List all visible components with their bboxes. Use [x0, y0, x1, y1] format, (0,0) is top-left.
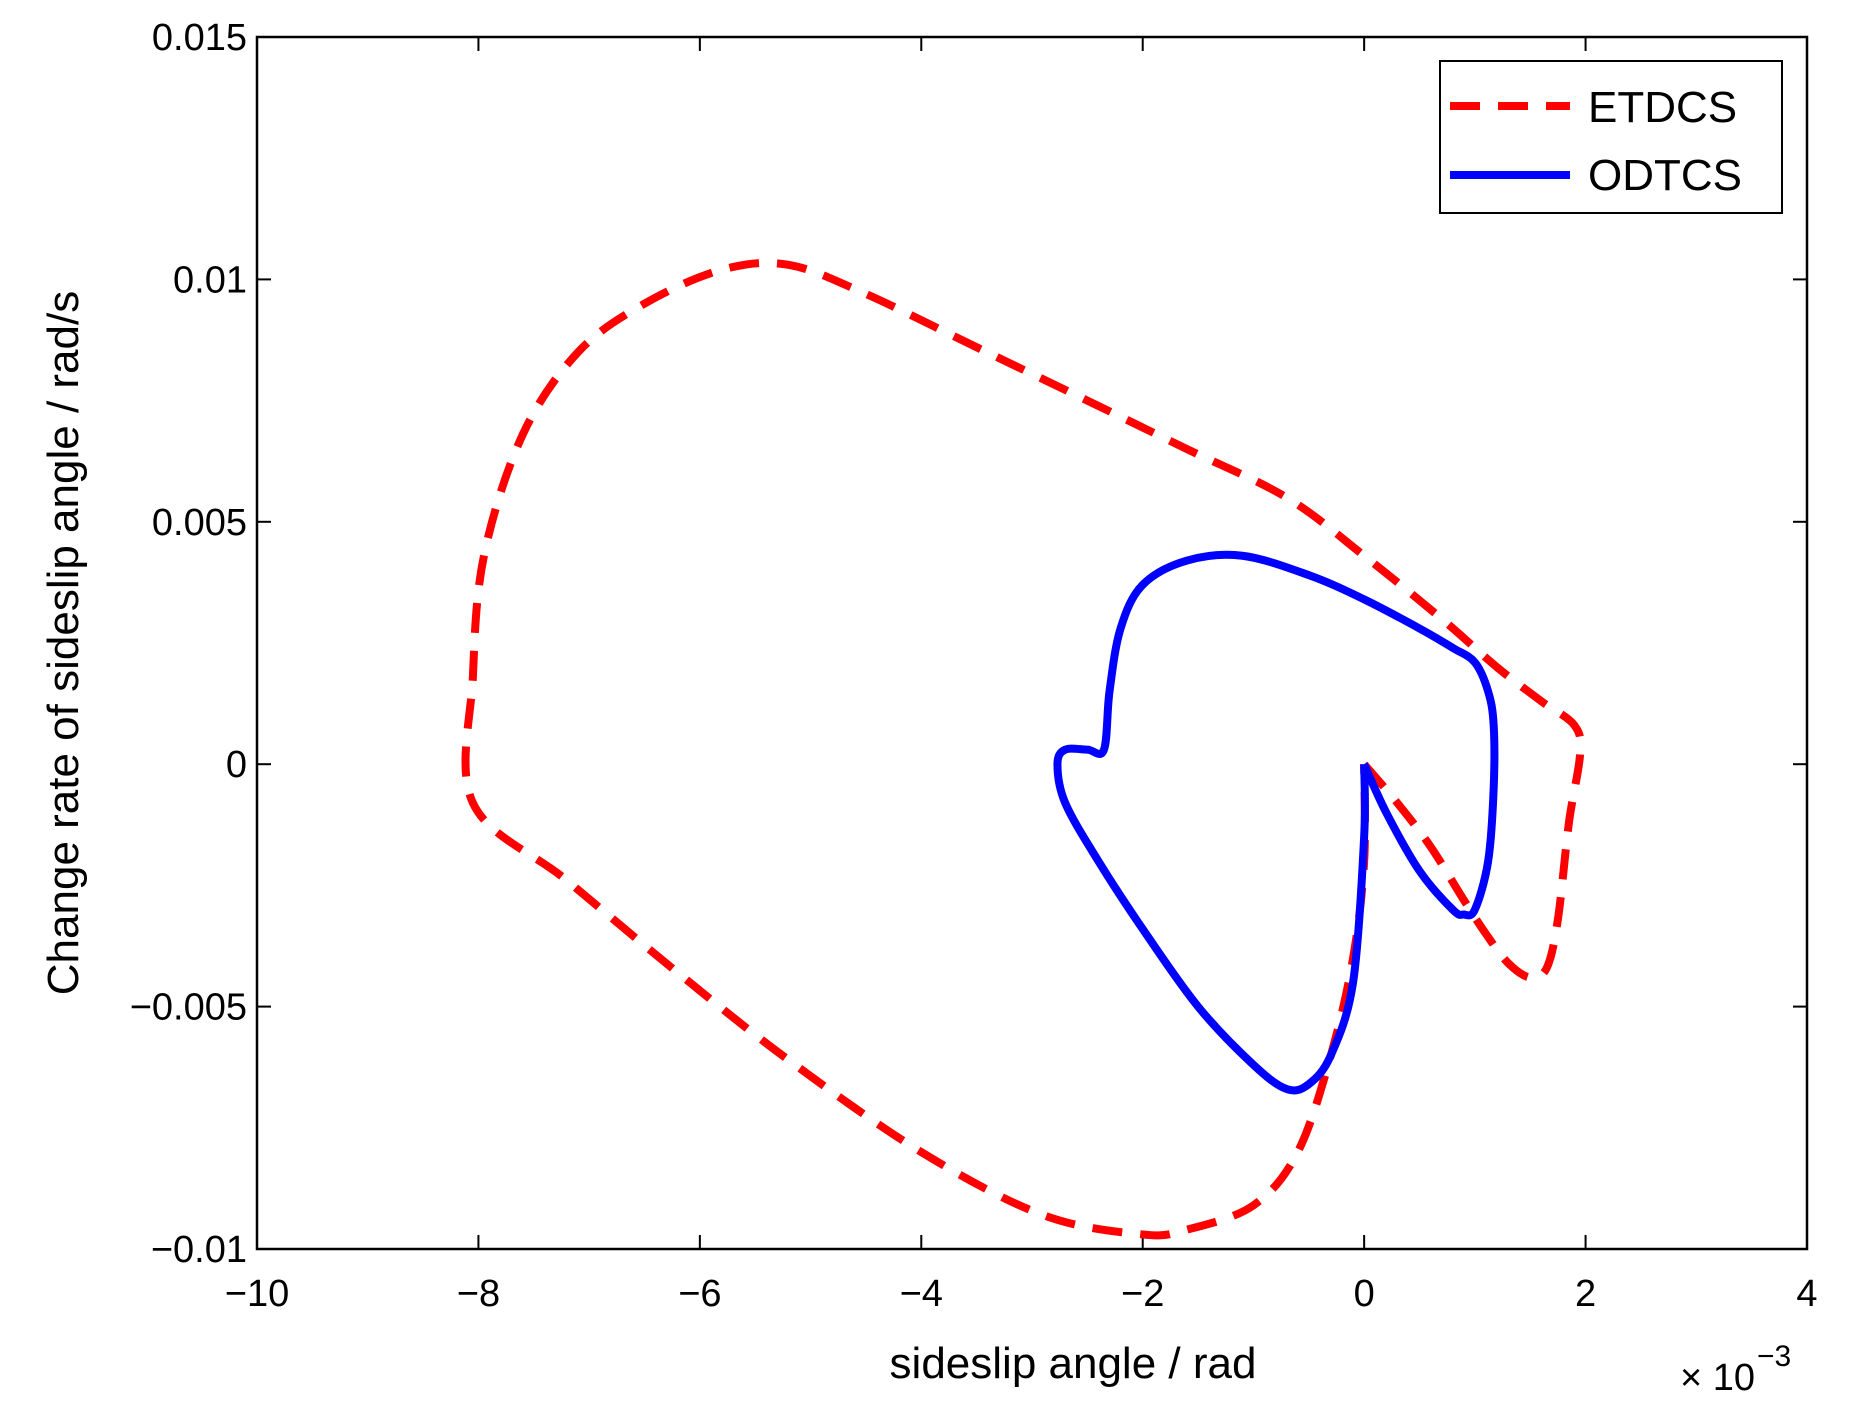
x-tick-label: 4 [1796, 1273, 1817, 1315]
x-multiplier-label: × 10 [1680, 1357, 1755, 1399]
series-line-etdcs [461, 258, 1585, 1240]
y-tick-label: 0.015 [152, 17, 247, 59]
legend-label-odtcs: ODTCS [1588, 151, 1742, 200]
y-tick-label: 0.005 [152, 502, 247, 544]
y-tick-label: 0.01 [173, 259, 247, 301]
legend: ETDCS ODTCS [1439, 60, 1783, 214]
x-tick-label: −2 [1121, 1273, 1164, 1315]
x-tick-label: −4 [900, 1273, 943, 1315]
axis-ticks [256, 36, 1808, 1250]
series-layer [461, 258, 1585, 1240]
y-tick-label: −0.01 [151, 1229, 247, 1271]
y-tick-label: −0.005 [130, 987, 247, 1029]
y-tick-label: 0 [226, 744, 247, 786]
x-tick-label: 0 [1354, 1273, 1375, 1315]
legend-box [1439, 60, 1783, 214]
x-tick-label: 2 [1575, 1273, 1596, 1315]
y-axis-label: Change rate of sideslip angle / rad/s [39, 291, 88, 995]
x-tick-label: −10 [225, 1273, 289, 1315]
series-line-odtcs [1053, 550, 1499, 1095]
x-multiplier-exponent: −3 [1757, 1340, 1791, 1373]
y-tick-labels: −0.01 −0.005 0 0.005 0.01 0.015 [130, 17, 247, 1271]
plot-area [255, 35, 1809, 1251]
legend-label-etdcs: ETDCS [1588, 83, 1737, 132]
x-tick-label: −8 [457, 1273, 500, 1315]
x-axis-label: sideslip angle / rad [890, 1339, 1257, 1388]
x-tick-labels: −10 −8 −6 −4 −2 0 2 4 [225, 1273, 1818, 1315]
x-tick-label: −6 [678, 1273, 721, 1315]
